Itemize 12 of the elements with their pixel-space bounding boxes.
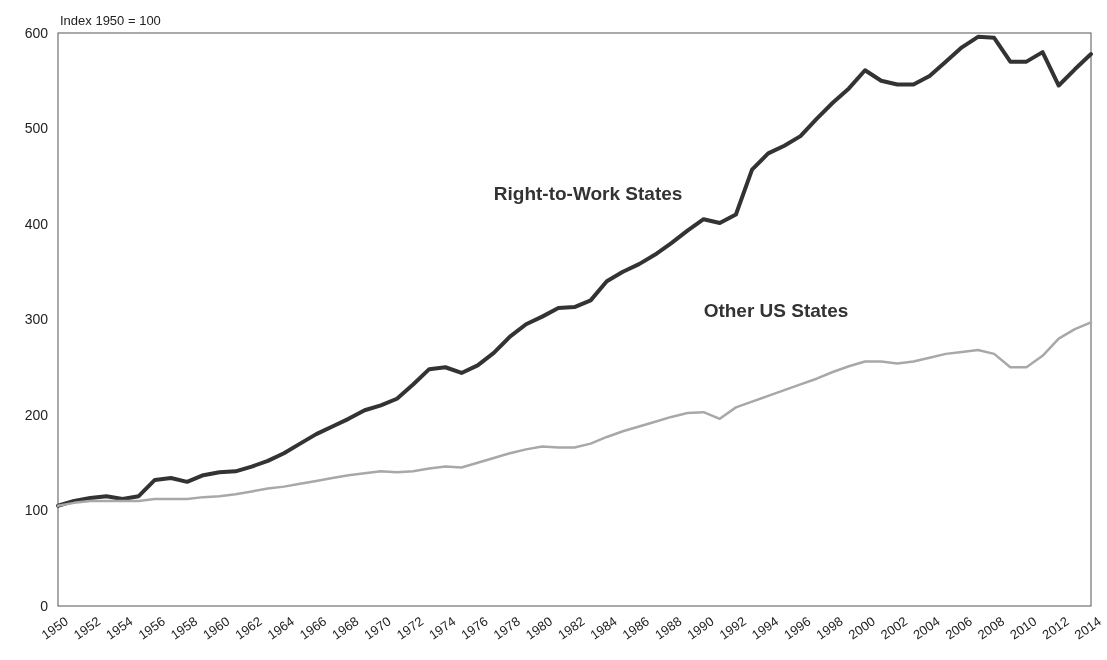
y-axis-title: Index 1950 = 100 xyxy=(60,13,161,28)
y-tick-label: 200 xyxy=(24,406,49,423)
line-series xyxy=(56,321,1093,507)
y-tick-label: 400 xyxy=(24,215,49,232)
y-tick-label: 600 xyxy=(24,24,49,41)
y-tick-label: 300 xyxy=(24,311,49,328)
y-tick-label: 0 xyxy=(40,597,49,614)
series-label: Right-to-Work States xyxy=(493,183,683,205)
text: Other US States xyxy=(703,299,849,321)
y-tick-label: 500 xyxy=(24,120,49,137)
line-series xyxy=(56,34,1093,508)
y-tick-label: 100 xyxy=(24,502,49,519)
